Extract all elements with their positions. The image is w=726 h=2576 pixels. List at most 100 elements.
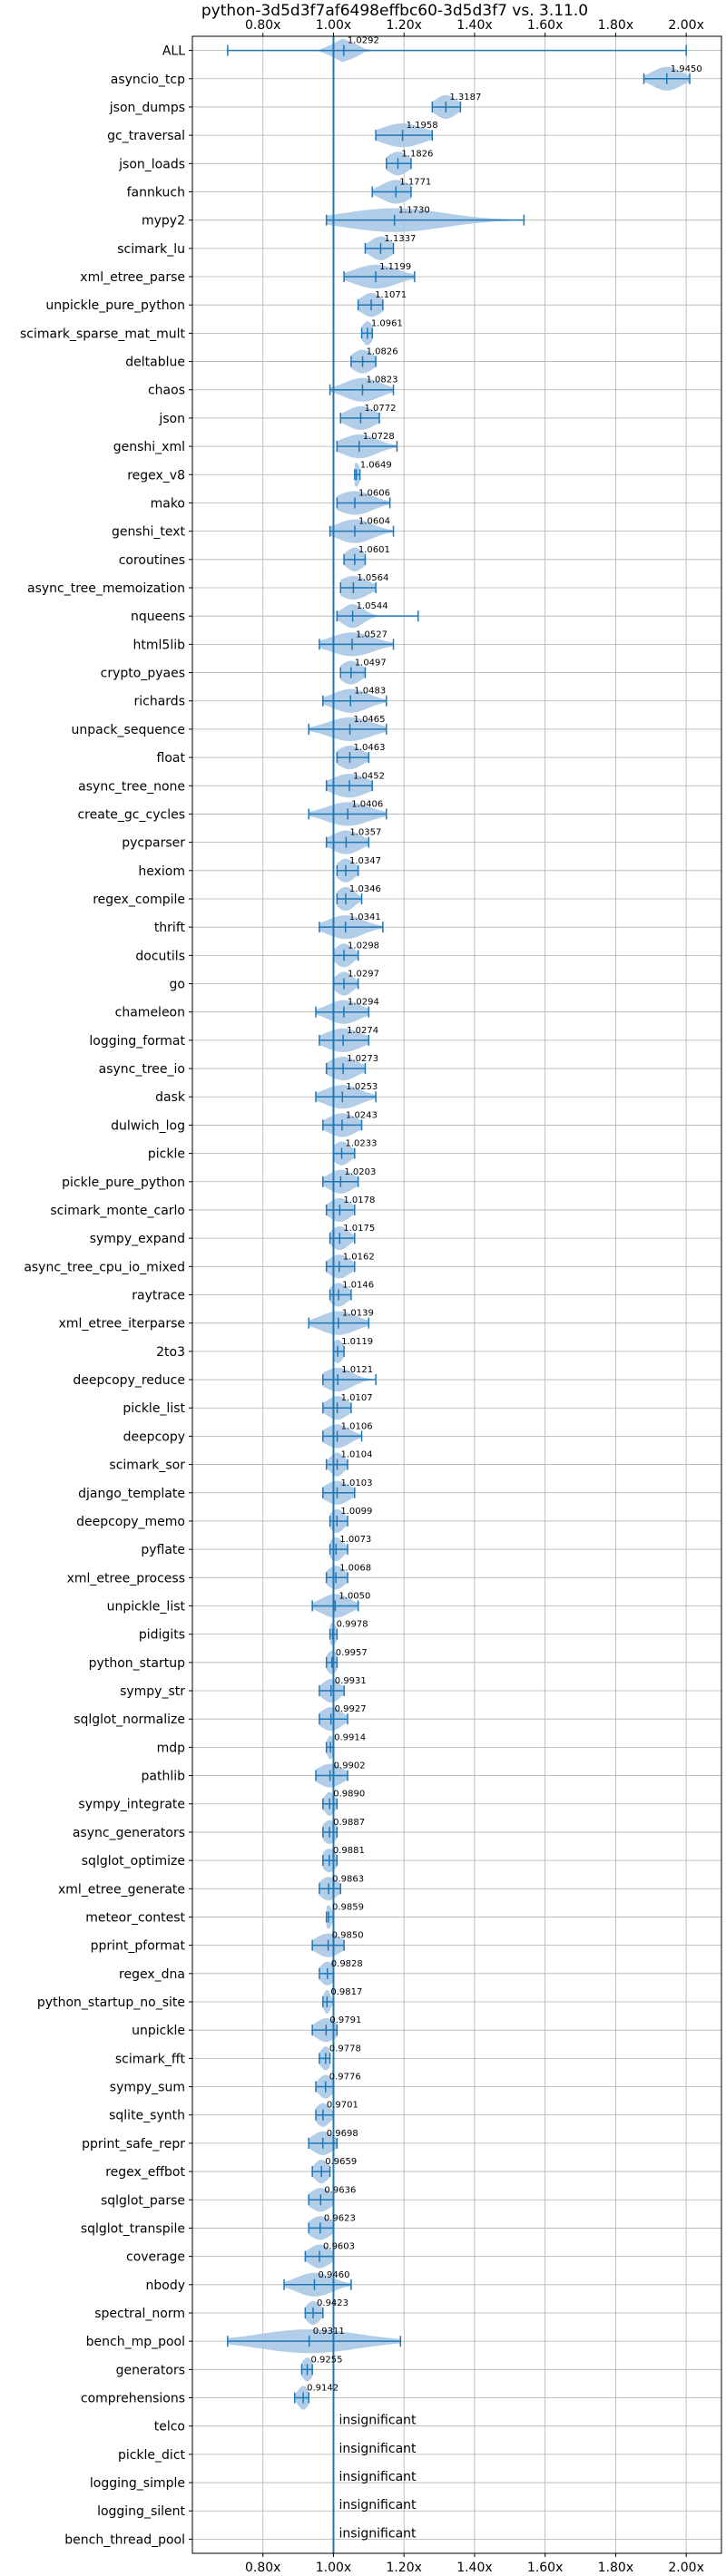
benchmark-label: richards	[134, 695, 186, 709]
benchmark-label: gc_traversal	[107, 129, 185, 143]
value-label: 0.9817	[330, 1987, 362, 1997]
benchmark-label: json_dumps	[109, 101, 185, 115]
benchmark-label: pidigits	[139, 1628, 185, 1643]
value-label: 1.0601	[358, 545, 390, 555]
value-label: 1.0826	[367, 347, 398, 357]
value-label: 1.0728	[363, 432, 395, 442]
value-label: 0.9902	[334, 1761, 366, 1771]
benchmark-label: unpickle_pure_python	[45, 298, 185, 313]
benchmark-label: scimark_lu	[117, 242, 185, 257]
benchmark-label: meteor_contest	[85, 1910, 185, 1925]
value-label: 1.1730	[398, 206, 430, 216]
benchmark-label: comprehensions	[81, 2392, 185, 2406]
value-label: 0.9957	[336, 1648, 368, 1658]
benchmark-label: scimark_fft	[115, 2052, 186, 2066]
value-label: 0.9603	[323, 2242, 355, 2252]
benchmark-label: create_gc_cycles	[77, 807, 185, 822]
benchmark-label: scimark_monte_carlo	[50, 1204, 185, 1218]
value-label: 0.9778	[329, 2044, 361, 2054]
benchmark-label: sympy_sum	[110, 2081, 185, 2095]
x-tick-label-bottom: 1.40x	[456, 2561, 492, 2575]
benchmark-label: go	[170, 978, 185, 992]
benchmark-label: nbody	[146, 2278, 186, 2293]
value-label: 1.0121	[341, 1365, 373, 1375]
benchmark-label: pyflate	[141, 1543, 185, 1557]
benchmark-label: logging_format	[89, 1034, 185, 1049]
value-label: 1.0233	[346, 1139, 378, 1149]
value-label: 0.9863	[332, 1874, 364, 1884]
value-label: 1.0452	[353, 771, 385, 781]
value-label: 1.0175	[343, 1224, 375, 1234]
benchmark-label: regex_v8	[127, 468, 185, 483]
value-label: 1.0073	[339, 1535, 371, 1545]
benchmark-label: async_tree_memoization	[27, 581, 185, 596]
benchmark-label: genshi_xml	[113, 440, 185, 454]
x-tick-label-top: 1.20x	[386, 18, 421, 33]
benchmark-label: sympy_expand	[90, 1232, 185, 1246]
benchmark-label: regex_dna	[119, 1967, 185, 1982]
value-label: 1.0178	[343, 1195, 375, 1205]
benchmark-label: pickle	[148, 1147, 185, 1162]
value-label: 1.0139	[342, 1309, 374, 1319]
value-label: 1.0253	[346, 1082, 378, 1092]
insignificant-label: insignificant	[338, 2442, 417, 2456]
x-tick-label-bottom: 0.80x	[245, 2561, 280, 2575]
value-label: 1.0463	[353, 743, 385, 753]
value-label: 0.9311	[313, 2327, 345, 2337]
benchmark-label: coroutines	[119, 553, 185, 568]
value-label: 1.0243	[346, 1110, 378, 1120]
value-label: 0.9978	[337, 1620, 368, 1630]
benchmark-label: sqlglot_normalize	[74, 1712, 185, 1727]
value-label: 0.9776	[329, 2073, 361, 2083]
benchmark-label: logging_simple	[90, 2476, 185, 2491]
value-label: 0.9881	[333, 1846, 365, 1856]
x-tick-label-top: 1.00x	[316, 18, 351, 33]
chart-title: python-3d5d3f7af6498effbc60-3d5d3f7 vs. …	[201, 2, 588, 20]
value-label: 1.0297	[348, 970, 379, 980]
benchmark-label: genshi_text	[112, 525, 186, 540]
benchmark-label: xml_etree_process	[67, 1571, 185, 1586]
value-label: 1.0099	[340, 1507, 372, 1517]
x-tick-label-bottom: 1.60x	[527, 2561, 563, 2575]
value-label: 1.0772	[364, 404, 396, 414]
x-tick-label-bottom: 2.00x	[668, 2561, 703, 2575]
value-label: 1.1071	[375, 290, 407, 300]
value-label: 1.3187	[449, 93, 481, 102]
value-label: 0.9887	[333, 1818, 365, 1828]
value-label: 1.0107	[341, 1393, 373, 1403]
benchmark-label: deepcopy_memo	[76, 1515, 185, 1529]
value-label: 1.0606	[358, 488, 390, 498]
value-label: 0.9636	[324, 2185, 356, 2195]
value-label: 1.0274	[347, 1026, 378, 1036]
value-label: 1.9450	[671, 64, 702, 74]
value-label: 1.1958	[407, 121, 438, 131]
benchmark-label: async_generators	[73, 1826, 185, 1840]
benchmark-label: 2to3	[156, 1345, 185, 1360]
benchmark-label: pickle_list	[123, 1401, 185, 1416]
value-label: 1.0341	[349, 912, 381, 922]
benchmark-label: chaos	[148, 384, 185, 398]
x-tick-label-bottom: 1.00x	[316, 2561, 351, 2575]
benchmark-label: sympy_str	[120, 1684, 185, 1699]
benchmark-label: json_loads	[118, 157, 185, 171]
benchmark-label: xml_etree_parse	[80, 270, 185, 285]
value-label: 1.0294	[348, 998, 379, 1008]
value-label: 1.0203	[344, 1167, 376, 1177]
x-tick-label-top: 2.00x	[668, 18, 703, 33]
benchmark-label: deepcopy	[123, 1429, 185, 1444]
benchmark-label: unpack_sequence	[72, 723, 185, 737]
value-label: 1.0146	[342, 1281, 374, 1291]
value-label: 1.0483	[354, 687, 386, 697]
value-label: 1.1826	[401, 149, 433, 159]
value-label: 1.0347	[349, 856, 381, 866]
axis-layer: 0.80x 0.80x 1.00x 1.00x 1.20x 1.20x 1.40x 1.40x…	[20, 18, 704, 2575]
benchmark-label: python_startup	[89, 1656, 185, 1671]
value-label: 0.9142	[307, 2384, 338, 2394]
value-label: 1.0823	[366, 376, 397, 385]
value-label: 0.9859	[332, 1902, 364, 1912]
value-label: 1.0357	[349, 828, 381, 838]
value-label: 1.0273	[347, 1054, 378, 1064]
value-label: 1.1199	[379, 262, 411, 272]
value-label: 0.9423	[317, 2298, 348, 2308]
benchmark-label: generators	[116, 2363, 185, 2377]
